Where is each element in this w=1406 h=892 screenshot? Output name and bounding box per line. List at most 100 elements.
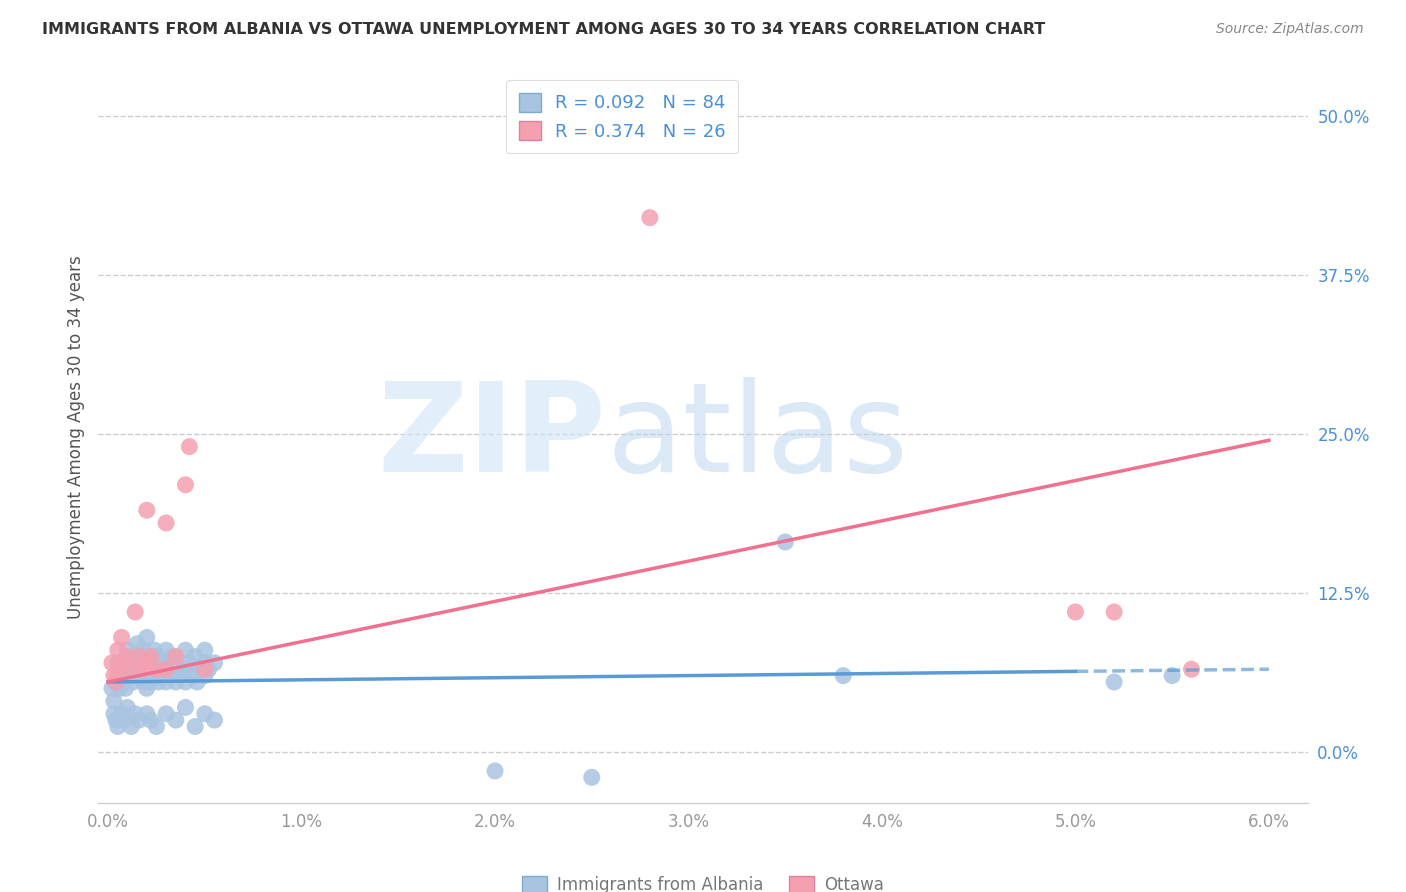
Point [155, 662, 177, 676]
Point [120, 668, 142, 682]
Point [155, 516, 177, 530]
Point [174, 700, 197, 714]
Point [148, 675, 170, 690]
Point [194, 706, 217, 721]
Point [139, 675, 162, 690]
Point [155, 706, 177, 721]
Point [150, 668, 173, 682]
Point [204, 713, 226, 727]
Point [1180, 662, 1202, 676]
Point [149, 656, 172, 670]
Point [194, 668, 217, 682]
Point [165, 675, 187, 690]
Point [159, 668, 181, 682]
Point [190, 662, 212, 676]
Point [108, 662, 131, 676]
Point [139, 713, 162, 727]
Point [179, 656, 201, 670]
Point [108, 662, 131, 676]
Point [1102, 605, 1125, 619]
Point [166, 662, 188, 676]
Text: atlas: atlas [606, 376, 908, 498]
Point [124, 706, 146, 721]
Point [155, 662, 177, 676]
Point [170, 668, 193, 682]
Point [117, 643, 139, 657]
Point [165, 649, 187, 664]
Point [832, 668, 855, 682]
Point [120, 656, 142, 670]
Point [127, 637, 149, 651]
Text: Source: ZipAtlas.com: Source: ZipAtlas.com [1216, 22, 1364, 37]
Point [139, 649, 162, 664]
Point [104, 675, 127, 690]
Point [129, 656, 152, 670]
Point [145, 719, 167, 733]
Point [179, 440, 201, 454]
Point [114, 681, 136, 696]
Point [128, 713, 150, 727]
Point [104, 675, 127, 690]
Point [103, 694, 125, 708]
Point [107, 719, 129, 733]
Point [194, 643, 217, 657]
Point [122, 675, 145, 690]
Point [194, 662, 217, 676]
Point [160, 649, 183, 664]
Point [117, 700, 139, 714]
Point [103, 706, 125, 721]
Point [108, 681, 131, 696]
Point [155, 643, 177, 657]
Point [117, 662, 139, 676]
Point [1064, 605, 1087, 619]
Point [165, 656, 187, 670]
Point [184, 719, 207, 733]
Point [197, 662, 219, 676]
Point [120, 662, 142, 676]
Point [143, 643, 166, 657]
Point [484, 764, 506, 778]
Point [135, 631, 157, 645]
Point [103, 668, 125, 682]
Point [135, 649, 157, 664]
Point [174, 477, 197, 491]
Point [128, 668, 150, 682]
Point [117, 649, 139, 664]
Point [124, 605, 146, 619]
Point [638, 211, 661, 225]
Point [181, 668, 204, 682]
Point [135, 706, 157, 721]
Point [135, 503, 157, 517]
Point [773, 535, 796, 549]
Point [107, 643, 129, 657]
Point [135, 681, 157, 696]
Point [132, 643, 155, 657]
Point [132, 675, 155, 690]
Point [145, 649, 167, 664]
Point [111, 706, 134, 721]
Text: ZIP: ZIP [378, 376, 606, 498]
Y-axis label: Unemployment Among Ages 30 to 34 years: Unemployment Among Ages 30 to 34 years [66, 255, 84, 619]
Point [111, 631, 134, 645]
Point [112, 656, 135, 670]
Point [101, 681, 124, 696]
Point [132, 662, 155, 676]
Point [165, 713, 187, 727]
Point [112, 713, 135, 727]
Point [194, 656, 217, 670]
Point [1102, 675, 1125, 690]
Point [174, 643, 197, 657]
Point [174, 662, 197, 676]
Point [127, 649, 149, 664]
Point [101, 656, 124, 670]
Point [159, 656, 181, 670]
Point [112, 668, 135, 682]
Point [186, 675, 208, 690]
Point [174, 675, 197, 690]
Point [124, 662, 146, 676]
Point [1161, 668, 1184, 682]
Point [128, 649, 150, 664]
Point [111, 675, 134, 690]
Point [184, 649, 207, 664]
Legend: Immigrants from Albania, Ottawa: Immigrants from Albania, Ottawa [516, 870, 890, 892]
